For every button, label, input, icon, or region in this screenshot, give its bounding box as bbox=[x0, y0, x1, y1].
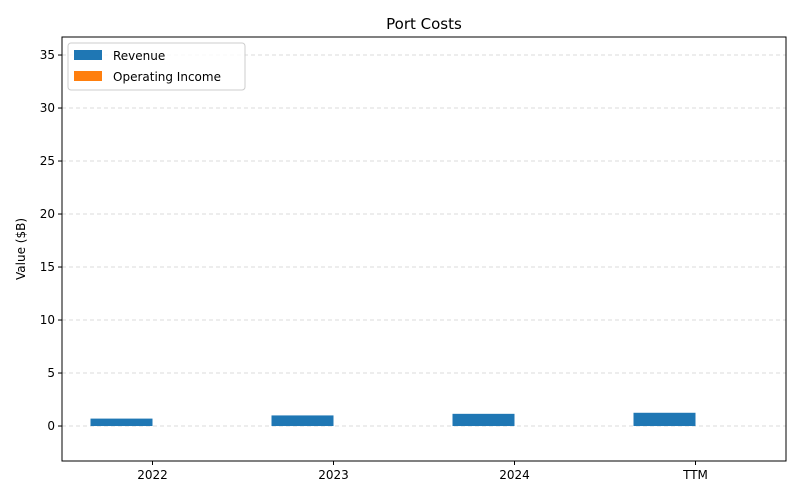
y-axis: 0 5 10 15 20 25 30 35 bbox=[40, 48, 62, 433]
x-tick-label: 2023 bbox=[318, 468, 349, 482]
y-tick-label: 0 bbox=[47, 419, 55, 433]
y-tick-label: 35 bbox=[40, 48, 55, 62]
grid-lines bbox=[62, 54, 786, 427]
legend: Revenue Operating Income bbox=[67, 42, 246, 91]
bar-revenue bbox=[633, 412, 696, 427]
legend-label-operating-income: Operating Income bbox=[113, 70, 221, 84]
y-tick-label: 15 bbox=[40, 260, 55, 274]
x-tick-label: TTM bbox=[682, 468, 708, 482]
x-axis: 2022 2023 2024 TTM bbox=[137, 461, 708, 482]
bars bbox=[90, 412, 696, 427]
y-axis-label: Value ($B) bbox=[14, 218, 28, 280]
legend-swatch-revenue bbox=[74, 50, 102, 60]
x-tick-label: 2022 bbox=[137, 468, 168, 482]
y-tick-label: 30 bbox=[40, 101, 55, 115]
y-tick-label: 10 bbox=[40, 313, 55, 327]
legend-frame bbox=[67, 42, 246, 91]
y-tick-label: 20 bbox=[40, 207, 55, 221]
y-tick-label: 5 bbox=[47, 366, 55, 380]
bar-revenue bbox=[90, 418, 153, 427]
bar-revenue bbox=[452, 413, 515, 427]
plot-frame bbox=[61, 36, 787, 462]
chart-title: Port Costs bbox=[386, 15, 462, 33]
bar-revenue bbox=[271, 415, 334, 427]
legend-swatch-operating-income bbox=[74, 71, 102, 81]
y-tick-label: 25 bbox=[40, 154, 55, 168]
x-tick-label: 2024 bbox=[499, 468, 530, 482]
legend-label-revenue: Revenue bbox=[113, 49, 165, 63]
